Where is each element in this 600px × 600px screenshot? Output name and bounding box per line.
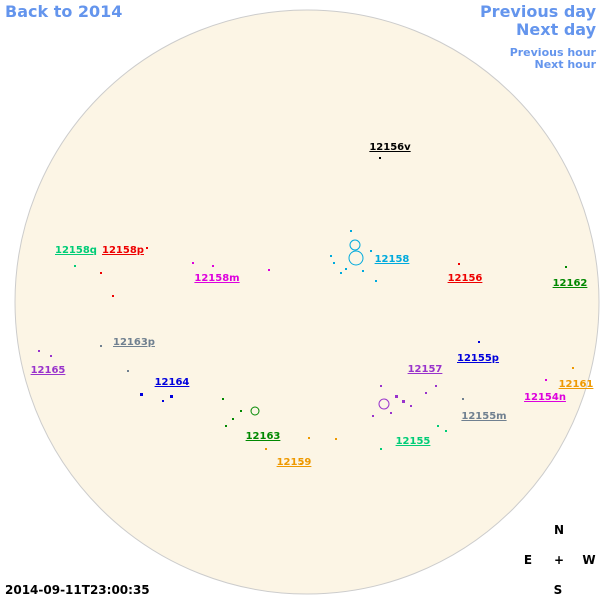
region-label: 12158 [375, 254, 410, 265]
next-hour-link[interactable]: Next hour [535, 58, 597, 71]
region-label: 12159 [277, 457, 312, 468]
region-label: 12158q [55, 245, 97, 256]
previous-hour-link[interactable]: Previous hour [510, 46, 597, 59]
region-label: 12156 [448, 273, 483, 284]
region-label: 12162 [553, 278, 588, 289]
compass-north: N [554, 523, 564, 537]
timestamp: 2014-09-11T23:00:35 [5, 583, 150, 597]
compass-west: W [582, 553, 595, 567]
region-label: 12157 [408, 364, 443, 375]
region-label: 12164 [155, 377, 190, 388]
region-label: 12161 [559, 379, 594, 390]
region-label: 12158p [102, 245, 144, 256]
compass-center: + [554, 553, 564, 567]
spots [38, 157, 574, 465]
region-label: 12165 [31, 365, 66, 376]
nav-links: Back to 2014 Previous day Next day Previ… [5, 2, 597, 71]
region-label: 12155p [457, 353, 499, 364]
region-label: 12155m [461, 411, 506, 422]
solar-disk [14, 9, 600, 595]
region-label: 12163 [246, 431, 281, 442]
region-label: 12154n [524, 392, 566, 403]
region-label: 12158m [194, 273, 239, 284]
back-link[interactable]: Back to 2014 [5, 2, 122, 21]
region-labels: 12156v 12158q 12158p 12158 12156 12162 1… [31, 142, 594, 468]
previous-day-link[interactable]: Previous day [480, 2, 597, 21]
region-label: 12155 [396, 436, 431, 447]
compass-south: S [554, 583, 563, 597]
region-label: 12163p [113, 337, 155, 348]
next-day-link[interactable]: Next day [516, 20, 597, 39]
compass: N E + W S [524, 523, 596, 597]
region-label: 12156v [369, 142, 411, 153]
compass-east: E [524, 553, 532, 567]
